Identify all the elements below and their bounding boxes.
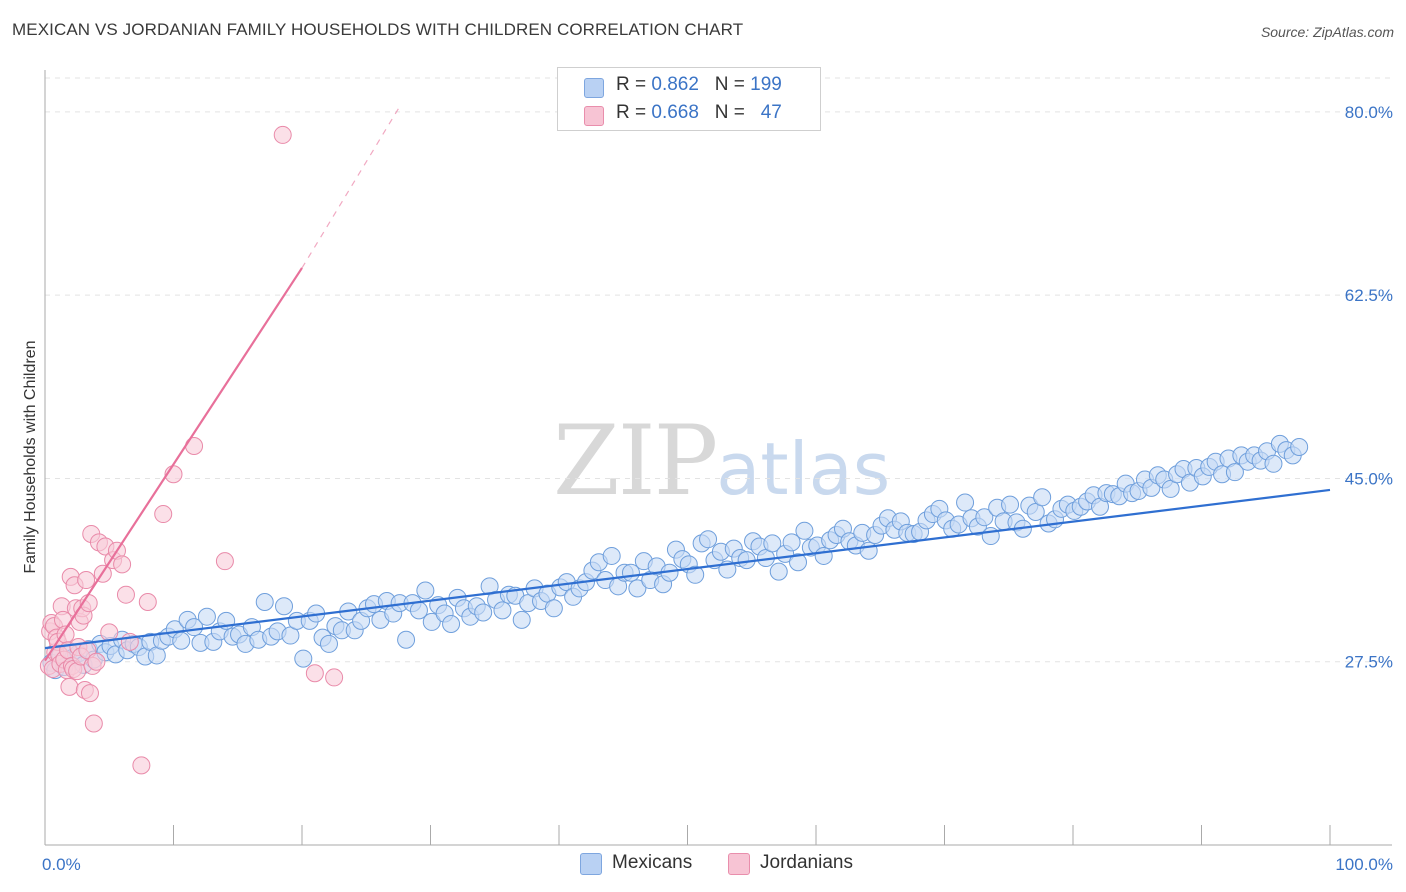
mexicans-point [1264,454,1283,473]
jordanians-point [84,714,103,733]
jordanians-point [273,125,292,144]
jordanians-point [305,664,324,683]
legend-r-value: 0.862 [651,74,699,95]
mexicans-point [602,546,621,565]
jordanians-point [60,677,79,696]
legend-n-value: 47 [760,102,782,123]
y-tick-label: 80.0% [1345,103,1393,122]
jordanians-point [116,585,135,604]
legend-r-value: 0.668 [651,102,699,123]
legend-swatch-blue [584,78,604,98]
y-tick-label: 62.5% [1345,286,1393,305]
legend-r-label: R = [616,102,647,123]
mexicans-point [172,631,191,650]
mexicans-point [255,593,274,612]
mexicans-point [474,603,493,622]
mexicans-point [686,565,705,584]
mexicans-point [185,618,204,637]
mexicans-point [1225,463,1244,482]
jordanians-point [80,684,99,703]
mexicans-point [1033,488,1052,507]
mexicans-point [1001,495,1020,514]
legend-swatch-pink [584,106,604,126]
jordanians-point [132,756,151,775]
jordanians-point [113,555,132,574]
x-tick-label: 0.0% [42,855,81,874]
mexicans-point [512,610,531,629]
mexicans-point [769,562,788,581]
mexicans-point [699,530,718,549]
jordanians-point [325,668,344,687]
watermark-atlas: atlas [716,427,891,511]
legend-text-jordanians: R = 0.668 N = 47 [616,102,782,124]
legend-r-label: R = [616,74,647,95]
legend-text-mexicans: R = 0.862 N = 199 [616,74,782,96]
mexicans-point [628,579,647,598]
y-tick-label: 45.0% [1345,469,1393,488]
mexicans-point [544,599,563,618]
legend-item-jordanians: Jordanians [728,852,853,875]
jordanians-point [87,652,106,671]
jordanians-trend-line [44,267,303,662]
jordanians-point [77,571,96,590]
mexicans-point [763,534,782,553]
mexicans-point [397,630,416,649]
x-tick-label: 100.0% [1335,855,1393,874]
legend-item-mexicans: Mexicans [580,852,693,875]
mexicans-point [782,533,801,552]
zipatlas-watermark: ZIPatlas [553,405,890,517]
source-label: Source: ZipAtlas.com [1260,24,1394,40]
mexicans-point [416,581,435,600]
mexicans-point [442,615,461,634]
mexicans-point [789,553,808,572]
y-axis-label: Family Households with Children [22,341,39,574]
legend-n-value: 199 [750,74,782,95]
jordanians-points [39,125,344,775]
mexicans-point [859,541,878,560]
y-tick-label: 27.5% [1345,653,1393,672]
mexicans-point [795,521,814,540]
mexicans-point [975,508,994,527]
mexicans-point [197,607,216,626]
watermark-zip: ZIP [553,405,718,517]
legend-swatch-blue [580,853,602,875]
axes [44,70,1392,846]
chart-title: MEXICAN VS JORDANIAN FAMILY HOUSEHOLDS W… [12,20,744,39]
tick-labels: 27.5% 45.0% 62.5% 80.0% 0.0% 100.0% [42,103,1393,874]
mexicans-point [493,601,512,620]
mexicans-point [275,597,294,616]
legend-label-jordanians: Jordanians [760,852,853,873]
mexicans-point [956,493,975,512]
mexicans-point [422,612,441,631]
mexicans-trend-line [44,488,1331,650]
legend-swatch-pink [728,853,750,875]
grid-lines [45,77,1392,663]
mexicans-point [814,546,833,565]
mexicans-point [1290,438,1309,457]
jordanians-point [215,552,234,571]
legend-n-label: N = [714,102,745,123]
jordanians-point [100,623,119,642]
mexicans-point [294,649,313,668]
legend-label-mexicans: Mexicans [612,852,693,873]
jordanians-point [138,593,157,612]
jordanians-trend-extension [301,108,399,269]
legend-n-label: N = [714,74,745,95]
stats-legend: R = 0.862 N = 199 R = 0.668 N = 47 [557,67,821,131]
mexicans-point [319,634,338,653]
trend-lines [44,108,1331,662]
jordanians-point [154,505,173,524]
